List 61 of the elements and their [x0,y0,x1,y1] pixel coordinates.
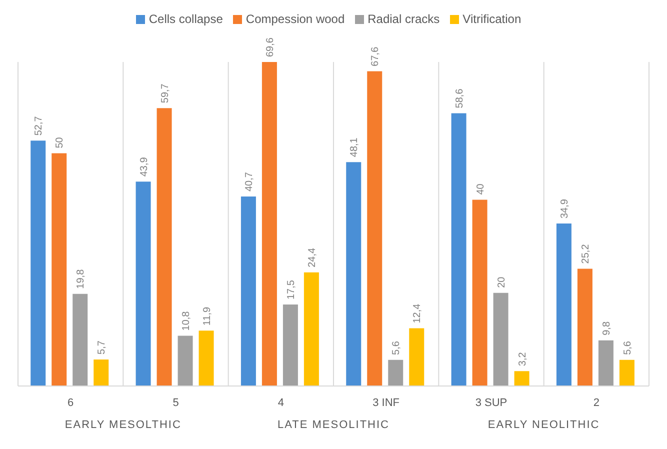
x-tick-label: 3 SUP [475,397,508,409]
bar [198,330,214,386]
bar [156,108,172,386]
text: LATE MESOLITHIC [276,419,390,431]
data-label: 40,7 [244,172,255,192]
bar [577,268,592,386]
bar [30,140,46,386]
data-label: 12,4 [412,303,424,324]
text: EARLY NEOLITHIC [486,419,601,431]
data-label: 40 [475,183,486,195]
data-label: 43,9 [138,156,150,177]
data-label: 24,4 [306,248,318,268]
bar [136,182,151,386]
data-label: 50 [54,136,66,148]
x-tick-label: 2 [593,397,600,409]
bar [409,328,424,386]
data-label: 9,8 [601,321,612,336]
bar [262,62,277,386]
bar [514,371,530,386]
data-label: 52,7 [34,116,45,136]
bar [598,340,614,386]
bar [472,200,488,386]
bar [178,336,193,386]
bar [72,294,88,386]
bar [94,359,109,386]
data-label: 59,7 [160,83,171,104]
bar [451,113,466,386]
data-label: 69,6 [264,37,276,57]
data-label: 67,6 [370,46,382,66]
legend-label: Compession wood [246,12,345,26]
bar [367,71,382,386]
x-tick-label: 6 [68,397,74,409]
bar [282,304,298,386]
data-label: 5,6 [391,340,402,355]
data-label: 3,2 [517,352,528,366]
x-tick-label: 3 INF [372,397,400,409]
data-label: 5,7 [96,340,108,354]
data-label: 10,8 [180,310,192,331]
bar [493,292,508,386]
data-label: 48,1 [349,137,360,158]
legend-label: Radial cracks [368,12,440,26]
bar [304,272,319,386]
text: EARLY MESOLTHIC [64,419,182,431]
data-label: 19,8 [76,268,87,289]
data-label: 20 [496,276,508,288]
x-tick-label: 5 [172,397,179,409]
data-label: 25,2 [580,244,592,264]
bar [388,360,404,386]
legend-label: Cells collapse [148,12,223,26]
bar [52,153,67,386]
legend-label: Vitrification [462,12,522,26]
data-label: 5,6 [622,340,634,355]
data-label: 11,9 [202,306,213,326]
bar [346,162,362,386]
data-label: 17,5 [286,280,297,300]
bar [619,360,634,386]
data-label: 58,6 [454,88,466,108]
bar [240,196,256,386]
x-tick-label: 4 [278,397,284,409]
data-label: 34,9 [559,198,570,219]
bar [556,224,572,386]
